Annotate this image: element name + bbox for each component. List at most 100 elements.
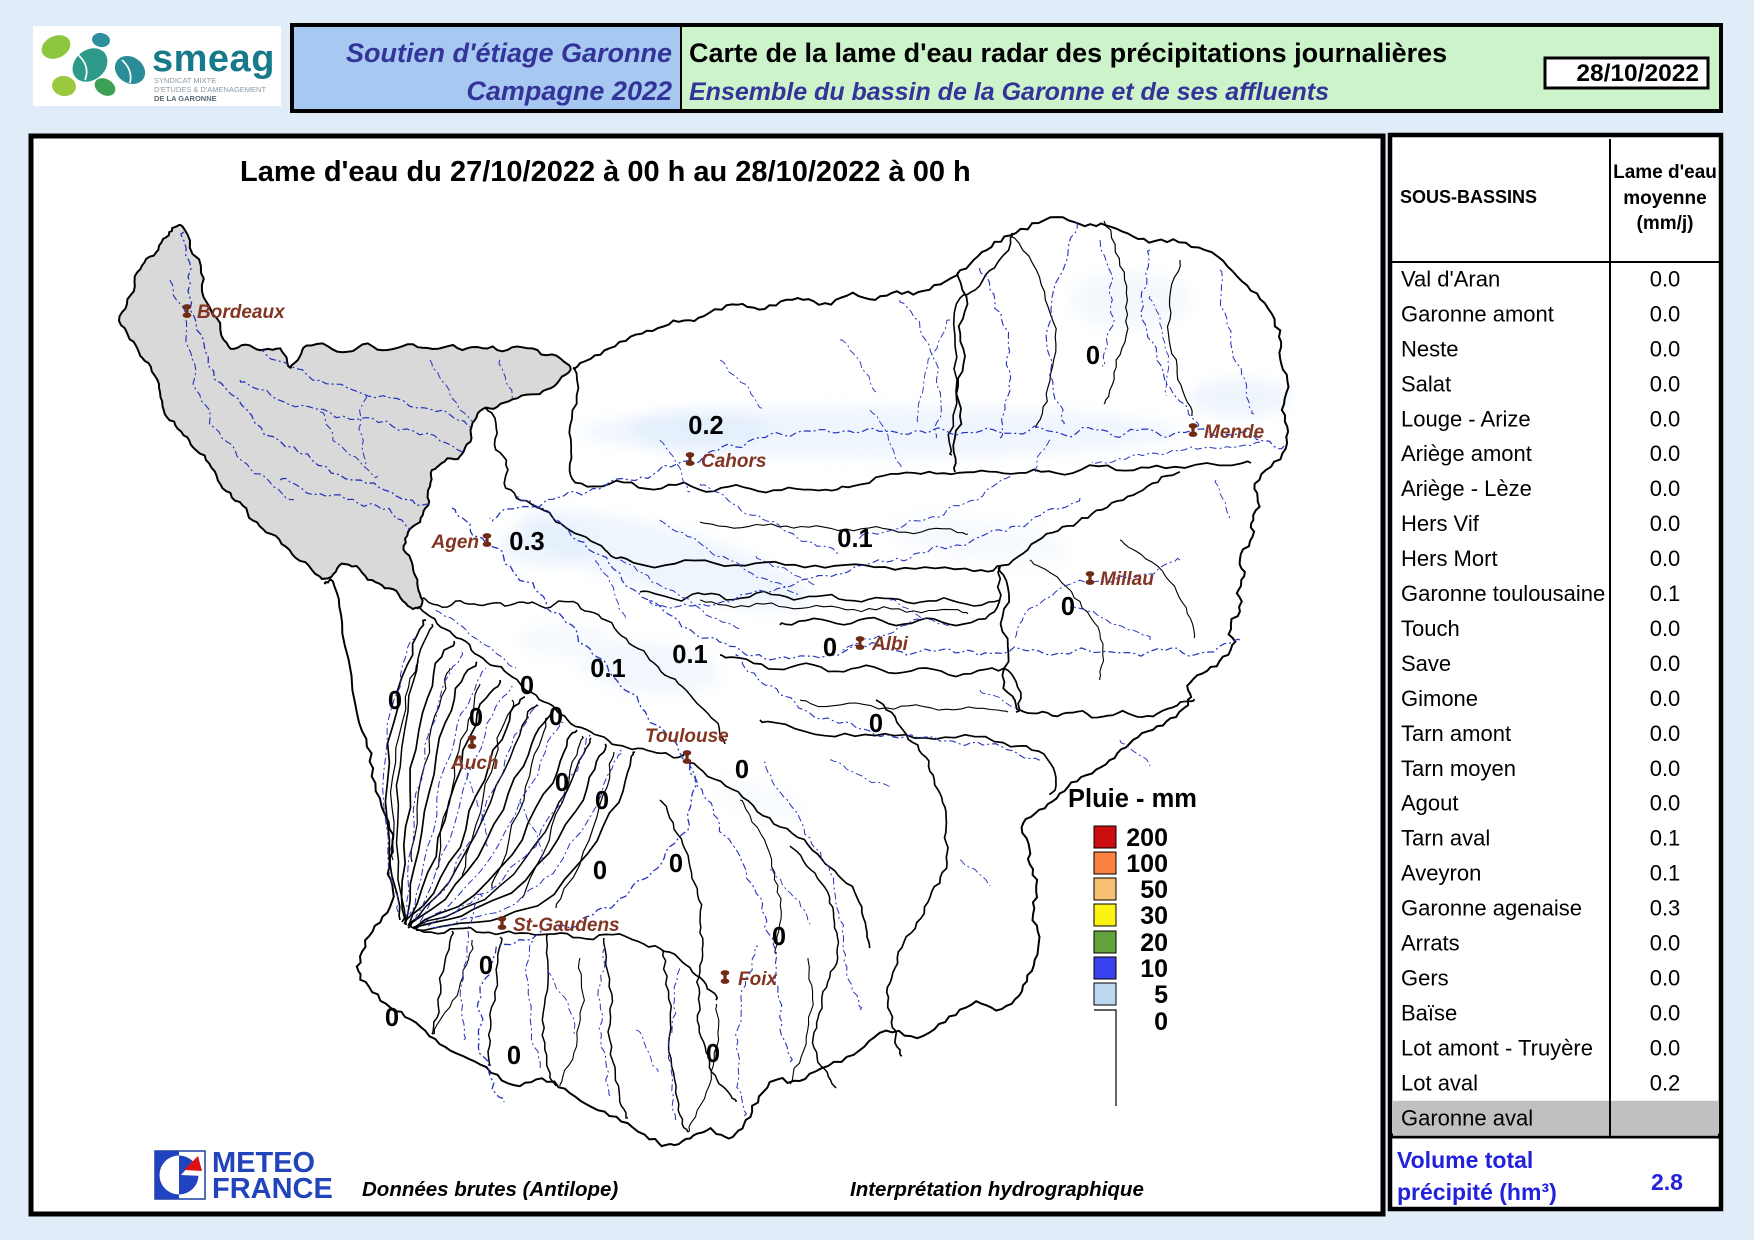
- svg-text:200: 200: [1126, 824, 1168, 852]
- svg-text:0.1: 0.1: [1650, 861, 1681, 886]
- svg-text:0.0: 0.0: [1650, 371, 1681, 396]
- svg-text:Baïse: Baïse: [1401, 1000, 1457, 1025]
- svg-text:Garonne toulousaine: Garonne toulousaine: [1401, 581, 1605, 606]
- svg-text:Toulouse: Toulouse: [645, 726, 729, 747]
- svg-text:0.3: 0.3: [509, 528, 544, 556]
- svg-text:0.0: 0.0: [1650, 686, 1681, 711]
- svg-text:Gimone: Gimone: [1401, 686, 1478, 711]
- svg-text:0.0: 0.0: [1650, 267, 1681, 292]
- svg-text:(mm/j): (mm/j): [1637, 213, 1694, 234]
- svg-text:Albi: Albi: [871, 634, 909, 655]
- svg-text:Touch: Touch: [1401, 616, 1460, 641]
- svg-text:0.1: 0.1: [672, 641, 707, 669]
- svg-text:0: 0: [555, 769, 569, 797]
- svg-text:0.2: 0.2: [688, 412, 723, 440]
- svg-text:smeag: smeag: [152, 38, 275, 80]
- svg-text:0.0: 0.0: [1650, 546, 1681, 571]
- svg-text:précipité (hm³): précipité (hm³): [1397, 1179, 1557, 1205]
- svg-text:Soutien d'étiage Garonne: Soutien d'étiage Garonne: [346, 38, 672, 68]
- svg-text:Auch: Auch: [450, 753, 499, 774]
- svg-text:5: 5: [1154, 981, 1168, 1009]
- svg-text:Tarn aval: Tarn aval: [1401, 826, 1490, 851]
- svg-text:0.0: 0.0: [1650, 1035, 1681, 1060]
- svg-text:Garonne agenaise: Garonne agenaise: [1401, 896, 1582, 921]
- svg-text:Save: Save: [1401, 651, 1451, 676]
- svg-text:0: 0: [507, 1042, 521, 1070]
- svg-text:0: 0: [593, 857, 607, 885]
- svg-text:Bordeaux: Bordeaux: [197, 302, 286, 323]
- svg-text:Aveyron: Aveyron: [1401, 861, 1481, 886]
- svg-text:Lot aval: Lot aval: [1401, 1070, 1478, 1095]
- svg-text:28/10/2022: 28/10/2022: [1576, 60, 1699, 87]
- svg-text:D'ETUDES & D'AMENAGEMENT: D'ETUDES & D'AMENAGEMENT: [154, 85, 266, 94]
- svg-text:0.0: 0.0: [1650, 721, 1681, 746]
- svg-text:Ariège - Lèze: Ariège - Lèze: [1401, 476, 1532, 501]
- svg-text:0: 0: [549, 703, 563, 731]
- svg-text:0.1: 0.1: [837, 525, 872, 553]
- svg-text:Louge - Arize: Louge - Arize: [1401, 406, 1531, 431]
- svg-text:0.0: 0.0: [1650, 301, 1681, 326]
- svg-text:0.0: 0.0: [1650, 756, 1681, 781]
- svg-text:0.1: 0.1: [1650, 826, 1681, 851]
- svg-text:0.1: 0.1: [1650, 581, 1681, 606]
- svg-text:Agout: Agout: [1401, 791, 1459, 816]
- svg-text:0.3: 0.3: [1650, 896, 1681, 921]
- svg-text:0: 0: [1086, 342, 1100, 370]
- svg-text:Lame d'eau du 27/10/2022 à 00: Lame d'eau du 27/10/2022 à 00 h au 28/10…: [240, 156, 971, 188]
- svg-text:0.0: 0.0: [1650, 336, 1681, 361]
- svg-text:0.0: 0.0: [1650, 406, 1681, 431]
- svg-text:Tarn amont: Tarn amont: [1401, 721, 1511, 746]
- svg-text:0.0: 0.0: [1650, 1000, 1681, 1025]
- svg-text:0.0: 0.0: [1650, 931, 1681, 956]
- svg-text:0: 0: [385, 1004, 399, 1032]
- svg-text:0.0: 0.0: [1650, 966, 1681, 991]
- svg-text:Salat: Salat: [1401, 371, 1451, 396]
- svg-text:2.8: 2.8: [1651, 1169, 1683, 1195]
- svg-text:0: 0: [479, 952, 493, 980]
- svg-text:Agen: Agen: [431, 532, 480, 553]
- svg-text:30: 30: [1140, 902, 1168, 930]
- svg-text:0.0: 0.0: [1650, 791, 1681, 816]
- svg-text:Neste: Neste: [1401, 336, 1458, 361]
- svg-text:0.2: 0.2: [1650, 1070, 1681, 1095]
- svg-text:Carte de la lame d'eau radar d: Carte de la lame d'eau radar des précipi…: [689, 38, 1447, 68]
- svg-text:0: 0: [520, 672, 534, 700]
- svg-text:Données brutes (Antilope): Données brutes (Antilope): [362, 1178, 618, 1201]
- svg-text:Campagne 2022: Campagne 2022: [466, 76, 672, 106]
- svg-text:0: 0: [669, 850, 683, 878]
- svg-text:0: 0: [595, 787, 609, 815]
- svg-text:20: 20: [1140, 929, 1168, 957]
- svg-text:Interprétation hydrographique: Interprétation hydrographique: [850, 1178, 1144, 1201]
- svg-text:Val d'Aran: Val d'Aran: [1401, 267, 1500, 292]
- svg-text:Tarn moyen: Tarn moyen: [1401, 756, 1516, 781]
- svg-text:10: 10: [1140, 955, 1168, 983]
- svg-text:0: 0: [706, 1040, 720, 1068]
- svg-text:0: 0: [735, 756, 749, 784]
- svg-text:Garonne aval: Garonne aval: [1401, 1105, 1533, 1130]
- svg-text:Ariège amont: Ariège amont: [1401, 441, 1532, 466]
- svg-text:Arrats: Arrats: [1401, 931, 1460, 956]
- svg-text:moyenne: moyenne: [1623, 188, 1706, 209]
- svg-text:Lame d'eau: Lame d'eau: [1613, 162, 1717, 183]
- svg-text:0: 0: [388, 687, 402, 715]
- svg-text:Gers: Gers: [1401, 966, 1449, 991]
- svg-text:FRANCE: FRANCE: [212, 1173, 333, 1205]
- svg-text:0: 0: [869, 710, 883, 738]
- svg-text:Millau: Millau: [1100, 569, 1154, 590]
- svg-text:Ensemble du bassin de la Garon: Ensemble du bassin de la Garonne et de s…: [689, 78, 1329, 106]
- svg-text:Mende: Mende: [1204, 422, 1265, 443]
- svg-text:Garonne amont: Garonne amont: [1401, 301, 1554, 326]
- svg-text:0: 0: [823, 634, 837, 662]
- svg-text:0.0: 0.0: [1650, 616, 1681, 641]
- svg-text:Pluie - mm: Pluie - mm: [1068, 785, 1197, 813]
- svg-text:0.0: 0.0: [1650, 651, 1681, 676]
- svg-text:0.1: 0.1: [590, 655, 625, 683]
- svg-text:0.0: 0.0: [1650, 476, 1681, 501]
- svg-text:Hers Mort: Hers Mort: [1401, 546, 1498, 571]
- svg-text:METEO: METEO: [212, 1147, 315, 1179]
- svg-text:Foix: Foix: [738, 969, 778, 990]
- svg-text:Hers Vif: Hers Vif: [1401, 511, 1480, 536]
- svg-text:100: 100: [1126, 850, 1168, 878]
- svg-text:0: 0: [1061, 593, 1075, 621]
- svg-text:DE LA GARONNE: DE LA GARONNE: [154, 94, 217, 103]
